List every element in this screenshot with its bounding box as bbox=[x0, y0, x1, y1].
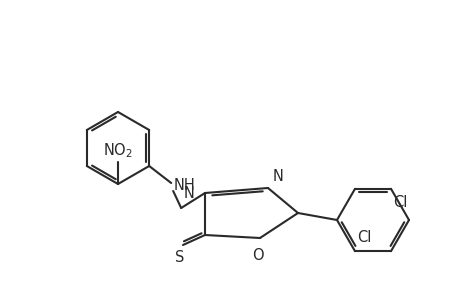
Text: N: N bbox=[272, 169, 283, 184]
Text: Cl: Cl bbox=[356, 230, 370, 245]
Text: S: S bbox=[175, 250, 184, 265]
Text: Cl: Cl bbox=[392, 195, 407, 210]
Text: NH: NH bbox=[173, 178, 195, 194]
Text: O: O bbox=[252, 248, 263, 263]
Text: NO$_2$: NO$_2$ bbox=[103, 141, 133, 160]
Text: N: N bbox=[184, 185, 195, 200]
